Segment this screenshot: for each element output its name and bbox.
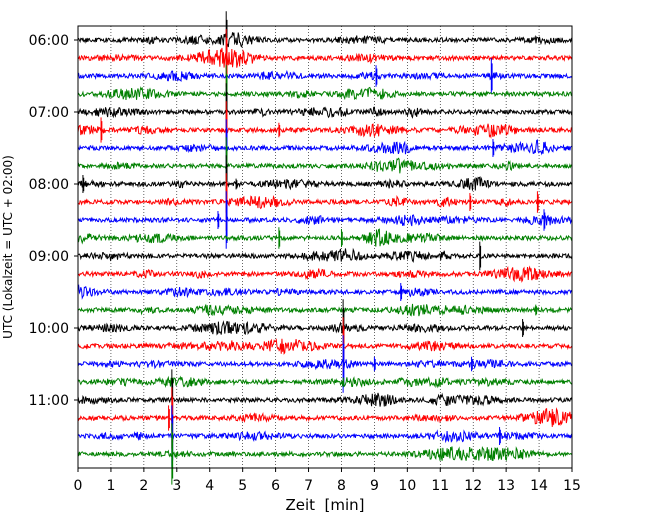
x-tick-label: 6 xyxy=(271,478,280,494)
trace-0945 xyxy=(77,303,573,317)
trace-0830 xyxy=(77,191,573,249)
trace-series-group xyxy=(77,11,573,485)
y-tick-label: 08:00 xyxy=(29,177,69,193)
trace-0915 xyxy=(77,265,573,283)
trace-1045 xyxy=(77,375,573,389)
x-tick-label: 14 xyxy=(530,478,548,494)
trace-0645 xyxy=(77,65,573,123)
trace-0630 xyxy=(77,58,573,94)
trace-0900 xyxy=(77,241,573,271)
x-tick-label: 9 xyxy=(370,478,379,494)
trace-0845 xyxy=(77,227,573,249)
y-tick-label: 07:00 xyxy=(29,105,69,121)
trace-1130 xyxy=(77,405,573,467)
x-tick-label: 7 xyxy=(304,478,313,494)
x-tick-label: 5 xyxy=(238,478,247,494)
trace-1145 xyxy=(77,423,573,485)
trace-1030 xyxy=(77,335,573,393)
x-tick-label: 0 xyxy=(74,478,83,494)
x-tick-label: 11 xyxy=(431,478,449,494)
y-axis: 06:00 07:00 08:00 09:00 10:00 11:00 xyxy=(29,33,78,409)
x-tick-label: 3 xyxy=(172,478,181,494)
plot-frame xyxy=(77,25,573,469)
y-tick-label: 09:00 xyxy=(29,249,69,265)
x-tick-label: 10 xyxy=(398,478,416,494)
y-axis-label: UTC (Lokalzeit = UTC + 02:00) xyxy=(1,155,15,339)
y-tick-label: 06:00 xyxy=(29,33,69,49)
x-tick-label: 1 xyxy=(106,478,115,494)
x-tick-label: 8 xyxy=(337,478,346,494)
x-tick-label: 4 xyxy=(205,478,214,494)
trace-1100 xyxy=(77,369,573,431)
x-tick-label: 15 xyxy=(563,478,581,494)
trace-0930 xyxy=(77,283,573,301)
x-tick-label: 2 xyxy=(139,478,148,494)
y-tick-label: 11:00 xyxy=(29,393,69,409)
trace-1115 xyxy=(77,387,573,449)
y-tick-label: 10:00 xyxy=(29,321,69,337)
trace-0815 xyxy=(77,173,573,231)
x-tick-label: 13 xyxy=(497,478,515,494)
x-axis: 0 1 2 3 4 5 6 7 8 9 10 11 12 13 14 15 xyxy=(74,468,581,494)
x-axis-label: Zeit [min] xyxy=(285,496,364,514)
x-tick-label: 12 xyxy=(464,478,482,494)
